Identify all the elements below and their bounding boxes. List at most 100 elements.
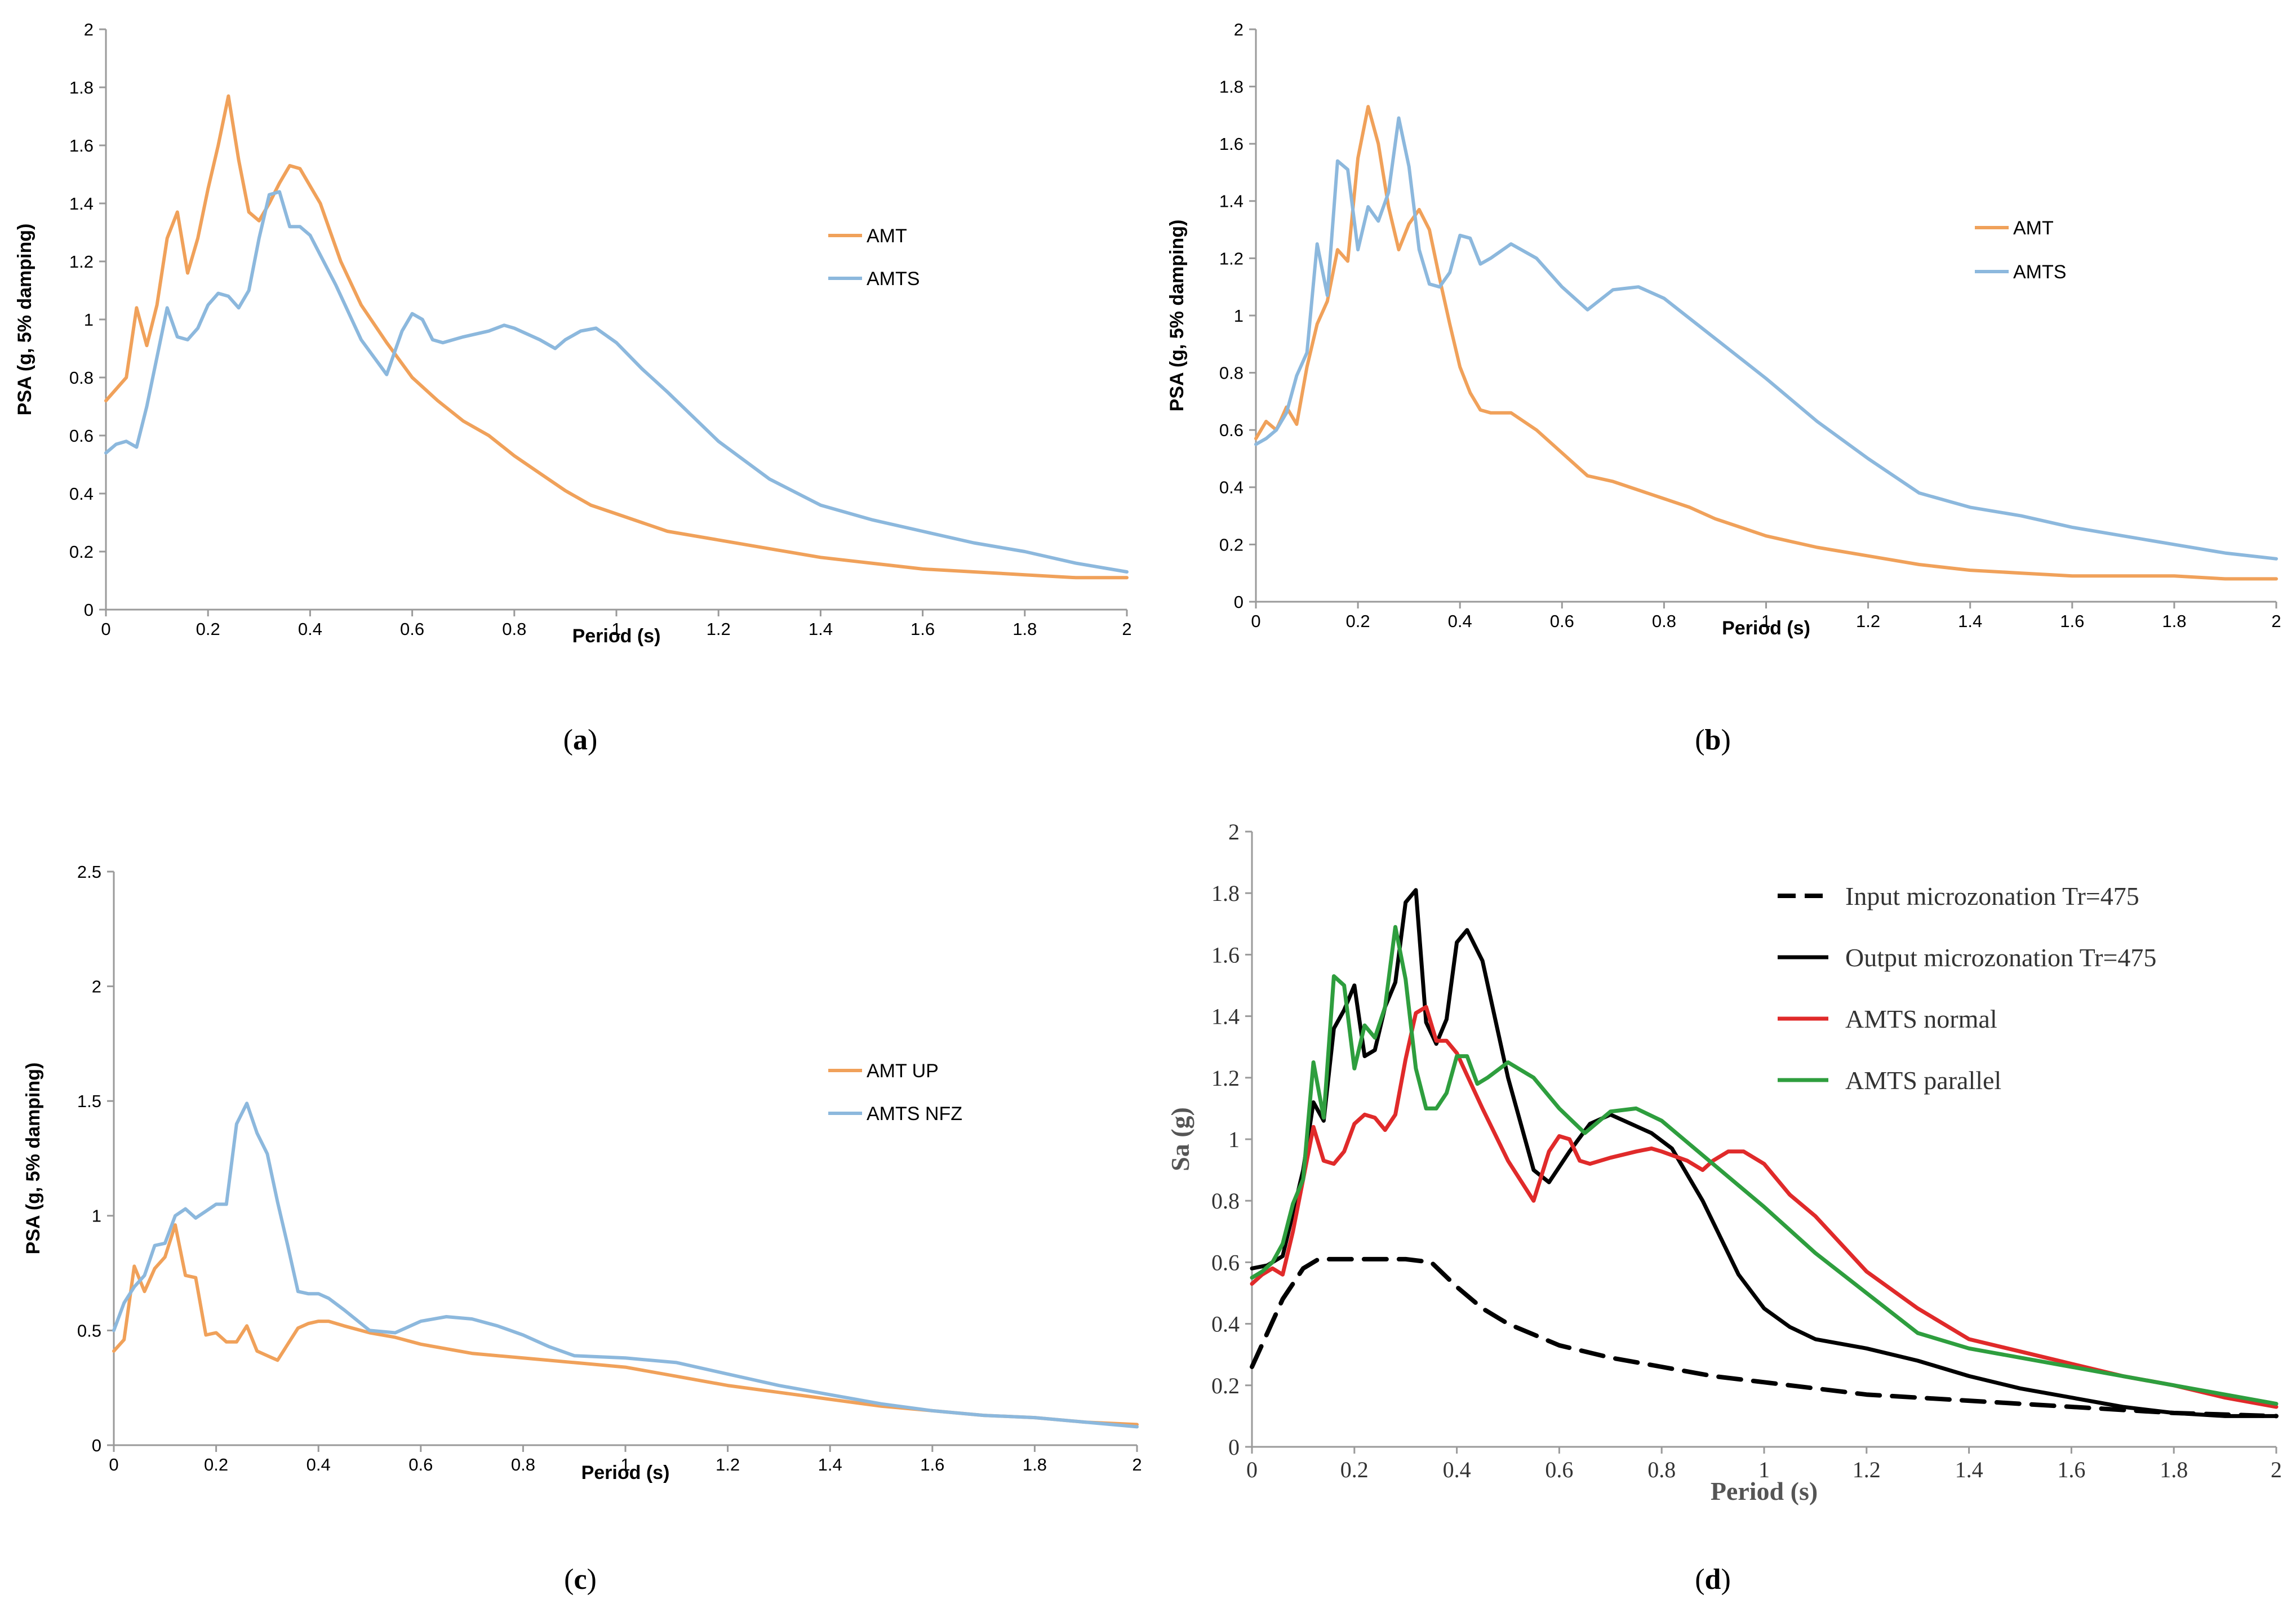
y-tick-label: 0 [1234, 592, 1244, 612]
x-tick-label: 0.2 [204, 1455, 228, 1474]
legend-label: AMTS normal [1845, 1005, 1997, 1033]
y-tick-label: 1.4 [1219, 192, 1244, 211]
y-tick-label: 2.5 [77, 862, 101, 882]
legend-label: AMTS [2013, 261, 2066, 283]
x-tick-label: 2 [2271, 611, 2281, 631]
x-axis-label: Period (s) [581, 1462, 670, 1483]
legend-label: Input microzonation Tr=475 [1845, 882, 2139, 910]
y-tick-label: 1 [1234, 306, 1244, 326]
x-tick-label: 1.2 [1856, 611, 1880, 631]
y-tick-label: 2 [1228, 819, 1240, 845]
y-tick-label: 1.2 [1219, 248, 1244, 268]
y-tick-label: 1.4 [1211, 1004, 1240, 1029]
chart-panel-d: 0 0.2 0.4 0.6 0.8 1 1.2 1.4 1.6 1.8 2 0 0.2 0.4 0.6 0.8… [1166, 819, 2282, 1596]
series-line-amts-nfz [112, 1101, 1139, 1429]
x-tick-label: 0 [1251, 611, 1260, 631]
chart-panel-a: 0 0.2 0.4 0.6 0.8 1 1.2 1.4 1.6 1.8 2 0 0.2 0.4 0.6 0.8… [14, 20, 1132, 756]
x-axis-label: Period (s) [1722, 618, 1810, 639]
y-tick-label: 0.2 [69, 542, 94, 562]
x-tick-label: 2 [2271, 1457, 2282, 1482]
series-line-amts [104, 190, 1129, 574]
x-tick-label: 1.2 [716, 1455, 740, 1474]
x-tick-label: 1.8 [2160, 1457, 2188, 1482]
y-axis-label: PSA (g, 5% damping) [14, 224, 35, 416]
x-tick-label: 1.6 [911, 619, 935, 639]
y-tick-label: 1.6 [69, 136, 94, 156]
series-line-amt [104, 94, 1129, 580]
legend-label: AMT [2013, 217, 2054, 239]
panel-caption: (c) [564, 1563, 597, 1596]
x-tick-label: 1 [611, 619, 621, 639]
x-tick-label: 0.8 [1647, 1457, 1676, 1482]
x-tick-label: 0.4 [298, 619, 322, 639]
y-tick-label: 0.6 [69, 426, 94, 446]
chart-panel-c: 0 0.5 1 1.5 2 2.5 0 0.2 0.4 0.6 0.8 1 1.2 1.4 1.6 1.8 2 P… [23, 862, 1142, 1596]
y-axis-label: PSA (g, 5% damping) [1166, 220, 1188, 412]
x-tick-label: 1.2 [1853, 1457, 1881, 1482]
series-line-amts-parallel [1250, 925, 2279, 1406]
y-tick-label: 0.6 [1211, 1250, 1240, 1275]
y-tick-label: 1.5 [77, 1091, 101, 1111]
x-tick-label: 1 [1758, 1457, 1770, 1482]
y-tick-label: 0.4 [1219, 478, 1244, 497]
x-tick-label: 0.8 [511, 1455, 535, 1474]
series-line-amts [1254, 116, 2278, 561]
legend-label: AMT [867, 225, 907, 247]
y-tick-label: 1 [84, 310, 94, 330]
y-tick-label: 1.6 [1219, 134, 1244, 154]
series-line-input-microzonation-tr-475 [1250, 1256, 2279, 1419]
y-tick-label: 1.8 [69, 78, 94, 97]
x-tick-label: 2 [1132, 1455, 1142, 1474]
y-tick-label: 1.2 [69, 252, 94, 272]
y-tick-label: 2 [84, 20, 94, 39]
y-tick-label: 0.6 [1219, 420, 1244, 440]
y-tick-label: 1.2 [1211, 1065, 1240, 1091]
x-tick-label: 1.4 [1958, 611, 1982, 631]
x-tick-label: 1.8 [1023, 1455, 1047, 1474]
x-tick-label: 0.6 [408, 1455, 433, 1474]
x-tick-label: 1.6 [2060, 611, 2084, 631]
y-tick-label: 1.8 [1211, 881, 1240, 906]
y-tick-label: 1.6 [1211, 942, 1240, 967]
x-tick-label: 1.6 [2057, 1457, 2085, 1482]
legend-label: AMTS [867, 268, 920, 290]
x-tick-label: 1.4 [1955, 1457, 1983, 1482]
y-tick-label: 1 [1228, 1127, 1240, 1152]
x-tick-label: 1.4 [818, 1455, 842, 1474]
x-tick-label: 0.4 [307, 1455, 331, 1474]
legend-label: AMT UP [867, 1060, 939, 1082]
y-tick-label: 0.2 [1211, 1373, 1240, 1398]
x-tick-label: 0.2 [1346, 611, 1370, 631]
y-tick-label: 0 [92, 1436, 101, 1455]
x-tick-label: 0.2 [1340, 1457, 1369, 1482]
x-tick-label: 0.4 [1448, 611, 1472, 631]
y-tick-label: 0.2 [1219, 535, 1244, 554]
x-tick-label: 2 [1122, 619, 1131, 639]
legend-label: AMTS NFZ [867, 1103, 962, 1125]
x-tick-label: 1.4 [809, 619, 833, 639]
y-axis-label: PSA (g, 5% damping) [23, 1063, 44, 1255]
x-tick-label: 0.6 [400, 619, 424, 639]
panel-caption: (b) [1695, 724, 1731, 756]
x-tick-label: 1.2 [707, 619, 731, 639]
y-tick-label: 1.4 [69, 194, 94, 214]
y-tick-label: 0 [84, 600, 94, 620]
panel-caption: (d) [1695, 1563, 1731, 1596]
y-tick-label: 0 [1228, 1434, 1240, 1460]
x-tick-label: 0 [1246, 1457, 1258, 1482]
x-tick-label: 0.6 [1545, 1457, 1573, 1482]
series-line-amts-normal [1250, 1005, 2279, 1409]
x-tick-label: 0.4 [1443, 1457, 1471, 1482]
y-tick-label: 0.4 [1211, 1312, 1240, 1337]
series-line-amt [1254, 105, 2278, 581]
y-tick-label: 2 [92, 976, 101, 996]
panel-caption: (a) [563, 724, 598, 756]
y-tick-label: 0.5 [77, 1321, 101, 1340]
chart-panel-b: 0 0.2 0.4 0.6 0.8 1 1.2 1.4 1.6 1.8 2 0 0.2 0.4 0.6 0.8… [1166, 20, 2281, 756]
y-tick-label: 0.8 [1219, 363, 1244, 383]
legend-label: AMTS parallel [1845, 1066, 2001, 1095]
y-tick-label: 0.8 [69, 368, 94, 388]
x-tick-label: 1.8 [2162, 611, 2186, 631]
legend-label: Output microzonation Tr=475 [1845, 943, 2156, 972]
